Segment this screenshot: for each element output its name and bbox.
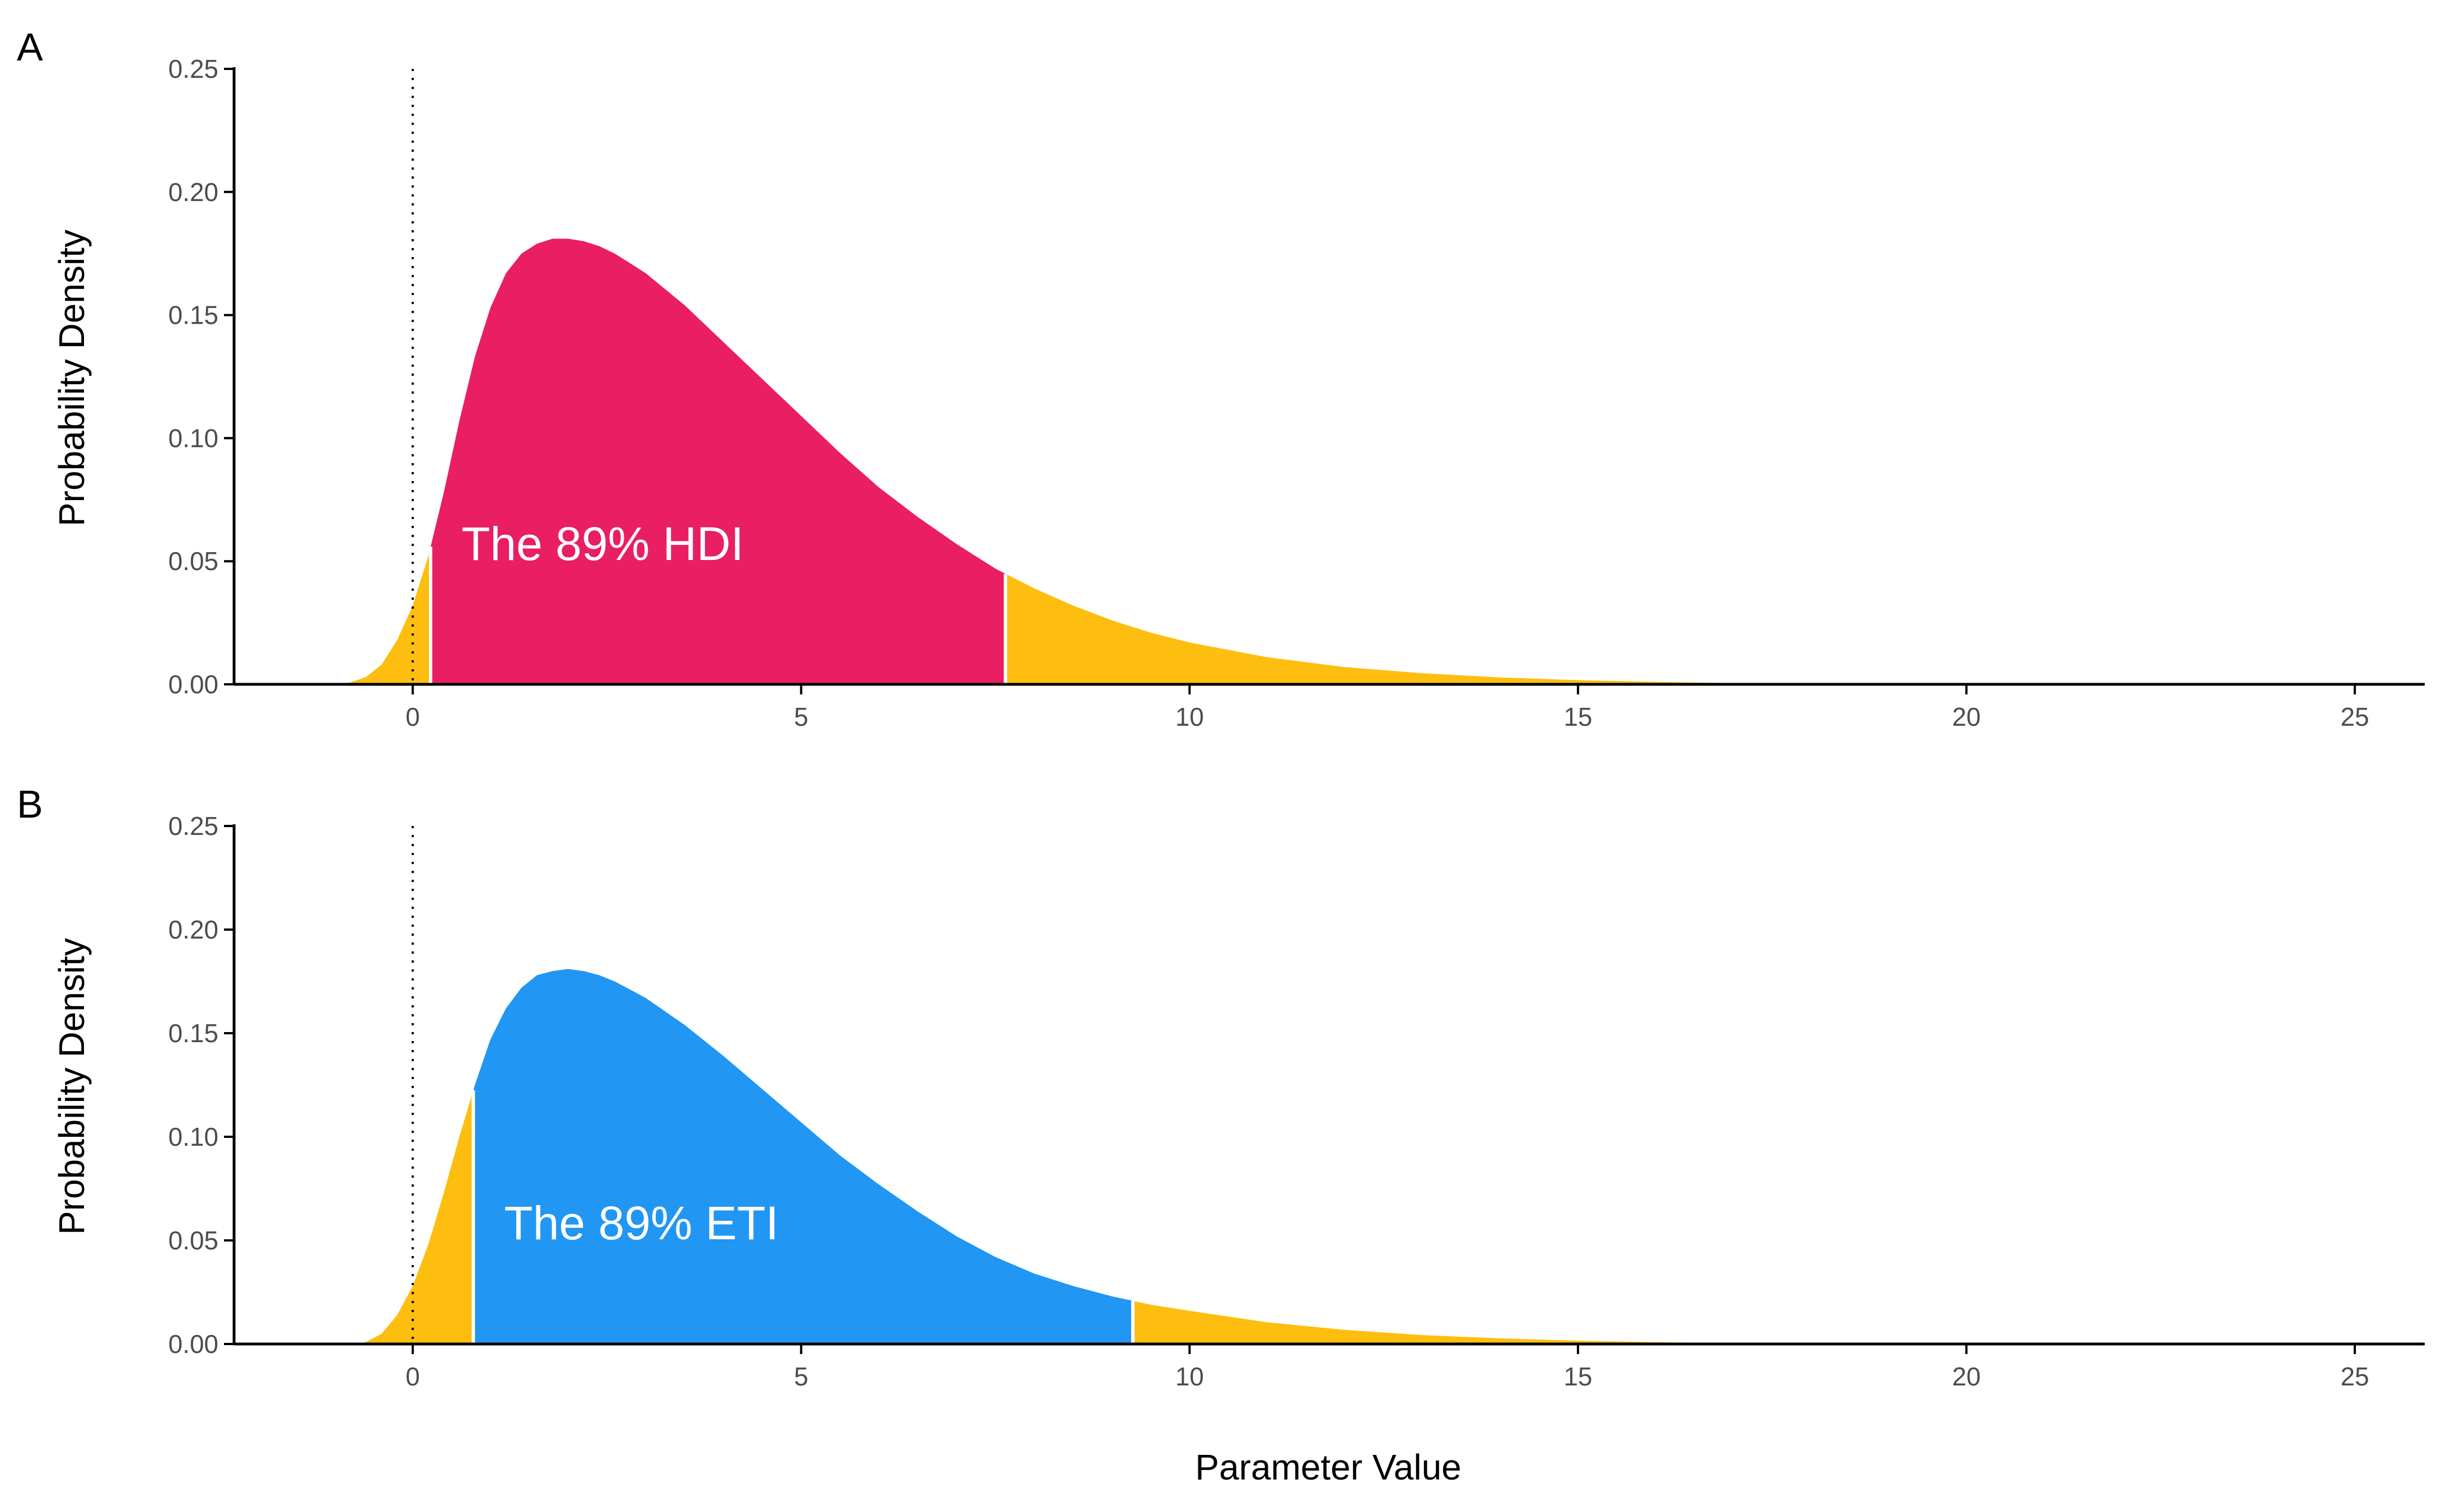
interval-area xyxy=(473,969,1133,1344)
upper-tail-area xyxy=(1133,1300,1757,1344)
x-tick-label: 10 xyxy=(1175,702,1204,731)
panel-b: B Probability Density The 89% ETI 0.00 0.0… xyxy=(17,782,2425,1391)
panel-b-tag: B xyxy=(17,782,43,826)
panel-b-y-axis-title: Probability Density xyxy=(52,938,92,1235)
x-tick-label: 25 xyxy=(2341,1362,2369,1391)
upper-tail-area xyxy=(1005,573,1796,684)
x-tick-label: 5 xyxy=(794,702,809,731)
panel-a-tag: A xyxy=(17,25,43,69)
x-tick-label: 10 xyxy=(1175,1362,1204,1391)
lower-tail-area xyxy=(335,547,431,684)
y-tick-label: 0.20 xyxy=(168,915,218,944)
y-tick-label: 0.00 xyxy=(168,670,218,699)
panel-a-y-axis-title: Probability Density xyxy=(52,230,92,526)
x-tick-label: 0 xyxy=(405,1362,420,1391)
y-tick-label: 0.10 xyxy=(168,1122,218,1151)
panel-a: A Probability Density The 89% HDI 0.00 0.0… xyxy=(17,25,2425,731)
x-tick-label: 15 xyxy=(1563,1362,1592,1391)
y-tick-label: 0.15 xyxy=(168,301,218,330)
y-tick-label: 0.25 xyxy=(168,54,218,83)
interval-label: The 89% HDI xyxy=(461,517,744,570)
x-tick-label: 20 xyxy=(1952,1362,1981,1391)
x-tick-label: 5 xyxy=(794,1362,809,1391)
y-tick-label: 0.10 xyxy=(168,423,218,452)
x-tick-label: 25 xyxy=(2341,702,2369,731)
x-tick-label: 15 xyxy=(1563,702,1592,731)
y-tick-label: 0.15 xyxy=(168,1019,218,1048)
y-tick-label: 0.05 xyxy=(168,1226,218,1255)
lower-tail-area xyxy=(358,1090,474,1344)
x-tick-label: 20 xyxy=(1952,702,1981,731)
interval-area xyxy=(431,239,1006,684)
x-axis-title: Parameter Value xyxy=(1195,1447,1462,1487)
x-tick-label: 0 xyxy=(405,702,420,731)
y-tick-label: 0.25 xyxy=(168,811,218,841)
y-tick-label: 0.05 xyxy=(168,547,218,576)
y-tick-label: 0.00 xyxy=(168,1329,218,1359)
interval-label: The 89% ETI xyxy=(504,1197,778,1249)
y-tick-label: 0.20 xyxy=(168,178,218,207)
